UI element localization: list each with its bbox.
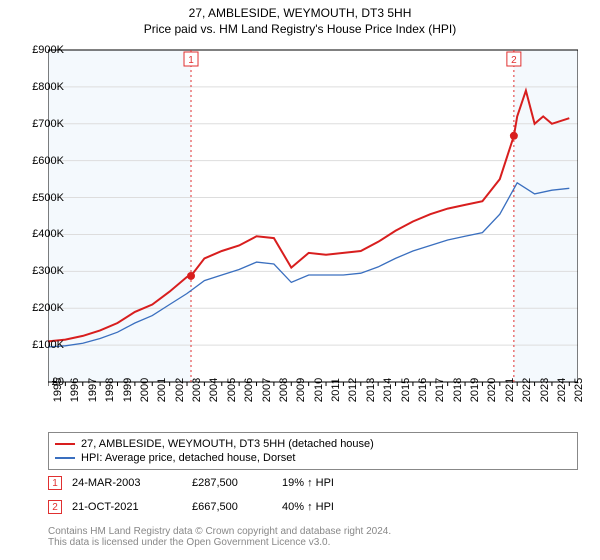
sale-price: £287,500: [192, 477, 272, 489]
x-tick-label: 2009: [295, 378, 307, 402]
x-tick-label: 2024: [556, 378, 568, 402]
y-tick-label: £300K: [16, 265, 64, 277]
x-tick-label: 2020: [486, 378, 498, 402]
legend-label: 27, AMBLESIDE, WEYMOUTH, DT3 5HH (detach…: [81, 438, 374, 450]
sale-badge: 1: [48, 476, 62, 490]
legend-label: HPI: Average price, detached house, Dors…: [81, 452, 295, 464]
x-tick-label: 2004: [208, 378, 220, 402]
sale-price: £667,500: [192, 501, 272, 513]
y-tick-label: £900K: [16, 44, 64, 56]
sale-pct: 40% ↑ HPI: [282, 501, 334, 513]
x-tick-label: 2012: [347, 378, 359, 402]
chart-container: 27, AMBLESIDE, WEYMOUTH, DT3 5HH Price p…: [0, 0, 600, 560]
sale-date: 21-OCT-2021: [72, 501, 182, 513]
x-tick-label: 2019: [469, 378, 481, 402]
legend: 27, AMBLESIDE, WEYMOUTH, DT3 5HH (detach…: [48, 432, 578, 470]
sale-row: 1 24-MAR-2003 £287,500 19% ↑ HPI: [48, 476, 578, 490]
x-tick-label: 1997: [87, 378, 99, 402]
x-tick-label: 2010: [313, 378, 325, 402]
y-tick-label: £500K: [16, 192, 64, 204]
x-tick-label: 2001: [156, 378, 168, 402]
x-tick-label: 1999: [122, 378, 134, 402]
chart-subtitle: Price paid vs. HM Land Registry's House …: [0, 20, 600, 36]
y-tick-label: £700K: [16, 118, 64, 130]
x-tick-label: 2008: [278, 378, 290, 402]
x-tick-label: 2005: [226, 378, 238, 402]
x-tick-label: 2025: [573, 378, 585, 402]
sale-date: 24-MAR-2003: [72, 477, 182, 489]
chart-title-address: 27, AMBLESIDE, WEYMOUTH, DT3 5HH: [0, 0, 600, 20]
x-tick-label: 2003: [191, 378, 203, 402]
line-chart: 12: [48, 46, 578, 386]
x-tick-label: 2007: [261, 378, 273, 402]
x-tick-label: 1996: [69, 378, 81, 402]
x-tick-label: 2000: [139, 378, 151, 402]
y-tick-label: £100K: [16, 339, 64, 351]
y-tick-label: £200K: [16, 302, 64, 314]
x-tick-label: 2016: [417, 378, 429, 402]
x-tick-label: 2011: [330, 378, 342, 402]
y-tick-label: £800K: [16, 81, 64, 93]
legend-item: 27, AMBLESIDE, WEYMOUTH, DT3 5HH (detach…: [55, 437, 571, 451]
svg-text:1: 1: [188, 55, 194, 66]
x-tick-label: 2013: [365, 378, 377, 402]
legend-swatch: [55, 443, 75, 445]
sale-badge: 2: [48, 500, 62, 514]
x-tick-label: 2006: [243, 378, 255, 402]
x-tick-label: 2021: [504, 378, 516, 402]
x-tick-label: 2002: [174, 378, 186, 402]
footer-copyright: Contains HM Land Registry data © Crown c…: [48, 526, 578, 548]
x-tick-label: 2015: [400, 378, 412, 402]
x-tick-label: 2017: [434, 378, 446, 402]
legend-item: HPI: Average price, detached house, Dors…: [55, 451, 571, 465]
x-tick-label: 1998: [104, 378, 116, 402]
x-tick-label: 2018: [452, 378, 464, 402]
y-tick-label: £600K: [16, 155, 64, 167]
legend-swatch: [55, 457, 75, 459]
svg-text:2: 2: [511, 55, 517, 66]
x-tick-label: 2023: [539, 378, 551, 402]
x-tick-label: 2014: [382, 378, 394, 402]
y-tick-label: £400K: [16, 228, 64, 240]
sale-row: 2 21-OCT-2021 £667,500 40% ↑ HPI: [48, 500, 578, 514]
sale-pct: 19% ↑ HPI: [282, 477, 334, 489]
x-tick-label: 1995: [52, 378, 64, 402]
x-tick-label: 2022: [521, 378, 533, 402]
